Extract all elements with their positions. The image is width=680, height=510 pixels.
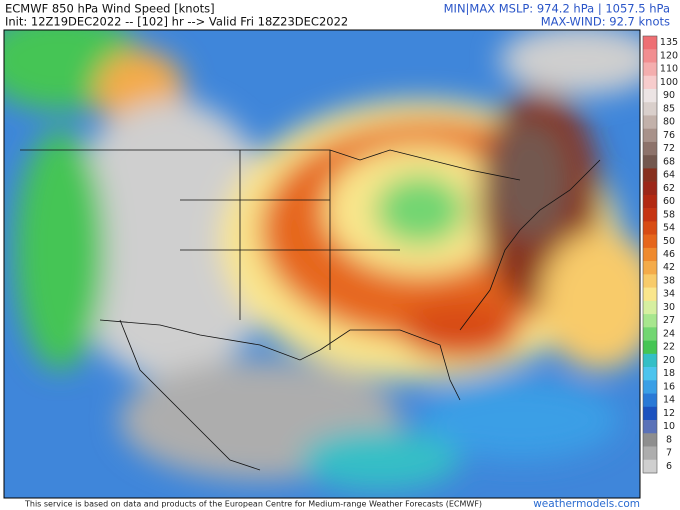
colorbar-swatch [643, 247, 657, 262]
colorbar-swatch [643, 406, 657, 421]
colorbar-label: 27 [663, 315, 675, 326]
colorbar-label: 85 [663, 103, 675, 114]
colorbar-label: 22 [663, 342, 675, 353]
colorbar-label: 34 [663, 289, 675, 300]
colorbar-label: 120 [660, 50, 678, 61]
colorbar-label: 76 [663, 130, 675, 141]
colorbar-label: 7 [666, 448, 672, 459]
colorbar-swatch [643, 62, 657, 77]
colorbar-swatch [643, 181, 657, 196]
colorbar-swatch [643, 367, 657, 381]
colorbar-label: 135 [660, 37, 678, 48]
colorbar-swatch [643, 287, 657, 302]
colorbar-label: 42 [663, 262, 675, 273]
colorbar-swatch [643, 49, 657, 63]
coastline [459, 159, 601, 331]
colorbar-swatch [643, 459, 657, 474]
colorbar-swatch [643, 155, 657, 169]
colorbar-swatch [643, 300, 657, 315]
colorbar-label: 6 [666, 461, 672, 472]
colorbar-swatch [643, 261, 657, 275]
coastline [119, 319, 261, 471]
colorbar-swatch [643, 208, 657, 222]
borders [20, 149, 601, 471]
colorbar-label: 10 [663, 421, 675, 432]
title: ECMWF 850 hPa Wind Speed [knots] [5, 2, 215, 16]
map [4, 30, 640, 498]
colorbar-swatch [643, 393, 657, 408]
colorbar-swatch [643, 314, 657, 328]
wind-field [4, 30, 640, 490]
colorbar-swatch [643, 327, 657, 341]
colorbar-label: 24 [663, 328, 675, 339]
colorbar-label: 8 [666, 434, 672, 445]
colorbar-frame [642, 35, 658, 474]
colorbar-swatch [643, 433, 657, 447]
colorbar-label: 68 [663, 156, 675, 167]
colorbar-label: 80 [663, 117, 675, 128]
colorbar-label: 54 [663, 223, 675, 234]
colorbar-label: 64 [663, 170, 675, 181]
colorbar-label: 58 [663, 209, 675, 220]
colorbar-label: 90 [663, 90, 675, 101]
state-lines [180, 150, 400, 350]
colorbar-label: 20 [663, 355, 675, 366]
colorbar-label: 16 [663, 381, 675, 392]
coastline [319, 329, 461, 401]
colorbar-swatch [643, 168, 657, 182]
colorbar-swatch [643, 36, 657, 50]
colorbar-label: 72 [663, 143, 675, 154]
colorbar: 1351201101009085807672686462605854504642… [642, 35, 678, 474]
colorbar-swatch [643, 274, 657, 288]
brand: weathermodels.com [533, 498, 640, 510]
colorbar-swatch [643, 102, 657, 116]
max-wind-info: MAX-WIND: 92.7 knots [541, 15, 670, 29]
colorbar-label: 50 [663, 236, 675, 247]
colorbar-swatch [643, 446, 657, 461]
colorbar-label: 18 [663, 368, 675, 379]
credit: This service is based on data and produc… [24, 500, 482, 509]
colorbar-label: 62 [663, 183, 675, 194]
colorbar-label: 12 [663, 408, 675, 419]
border-line [99, 319, 321, 361]
subtitle: Init: 12Z19DEC2022 -- [102] hr --> Valid… [5, 15, 348, 29]
colorbar-label: 38 [663, 275, 675, 286]
colorbar-label: 110 [660, 64, 678, 75]
mslp-info: MIN|MAX MSLP: 974.2 hPa | 1057.5 hPa [444, 2, 670, 16]
colorbar-swatch [643, 353, 657, 368]
colorbar-swatch [643, 194, 657, 209]
colorbar-label: 100 [660, 77, 678, 88]
colorbar-swatch [643, 128, 657, 143]
colorbar-label: 60 [663, 196, 675, 207]
colorbar-swatch [643, 234, 657, 249]
colorbar-swatch [643, 88, 657, 103]
colorbar-label: 14 [663, 395, 675, 406]
colorbar-swatch [643, 115, 657, 129]
colorbar-swatch [643, 380, 657, 394]
colorbar-label: 46 [663, 249, 675, 260]
border-line [20, 149, 521, 181]
colorbar-swatch [643, 420, 657, 434]
colorbar-swatch [643, 75, 657, 90]
map-frame [3, 29, 641, 499]
colorbar-label: 30 [663, 302, 675, 313]
colorbar-swatch [643, 221, 657, 235]
colorbar-swatch [643, 340, 657, 355]
colorbar-swatch [643, 141, 657, 156]
